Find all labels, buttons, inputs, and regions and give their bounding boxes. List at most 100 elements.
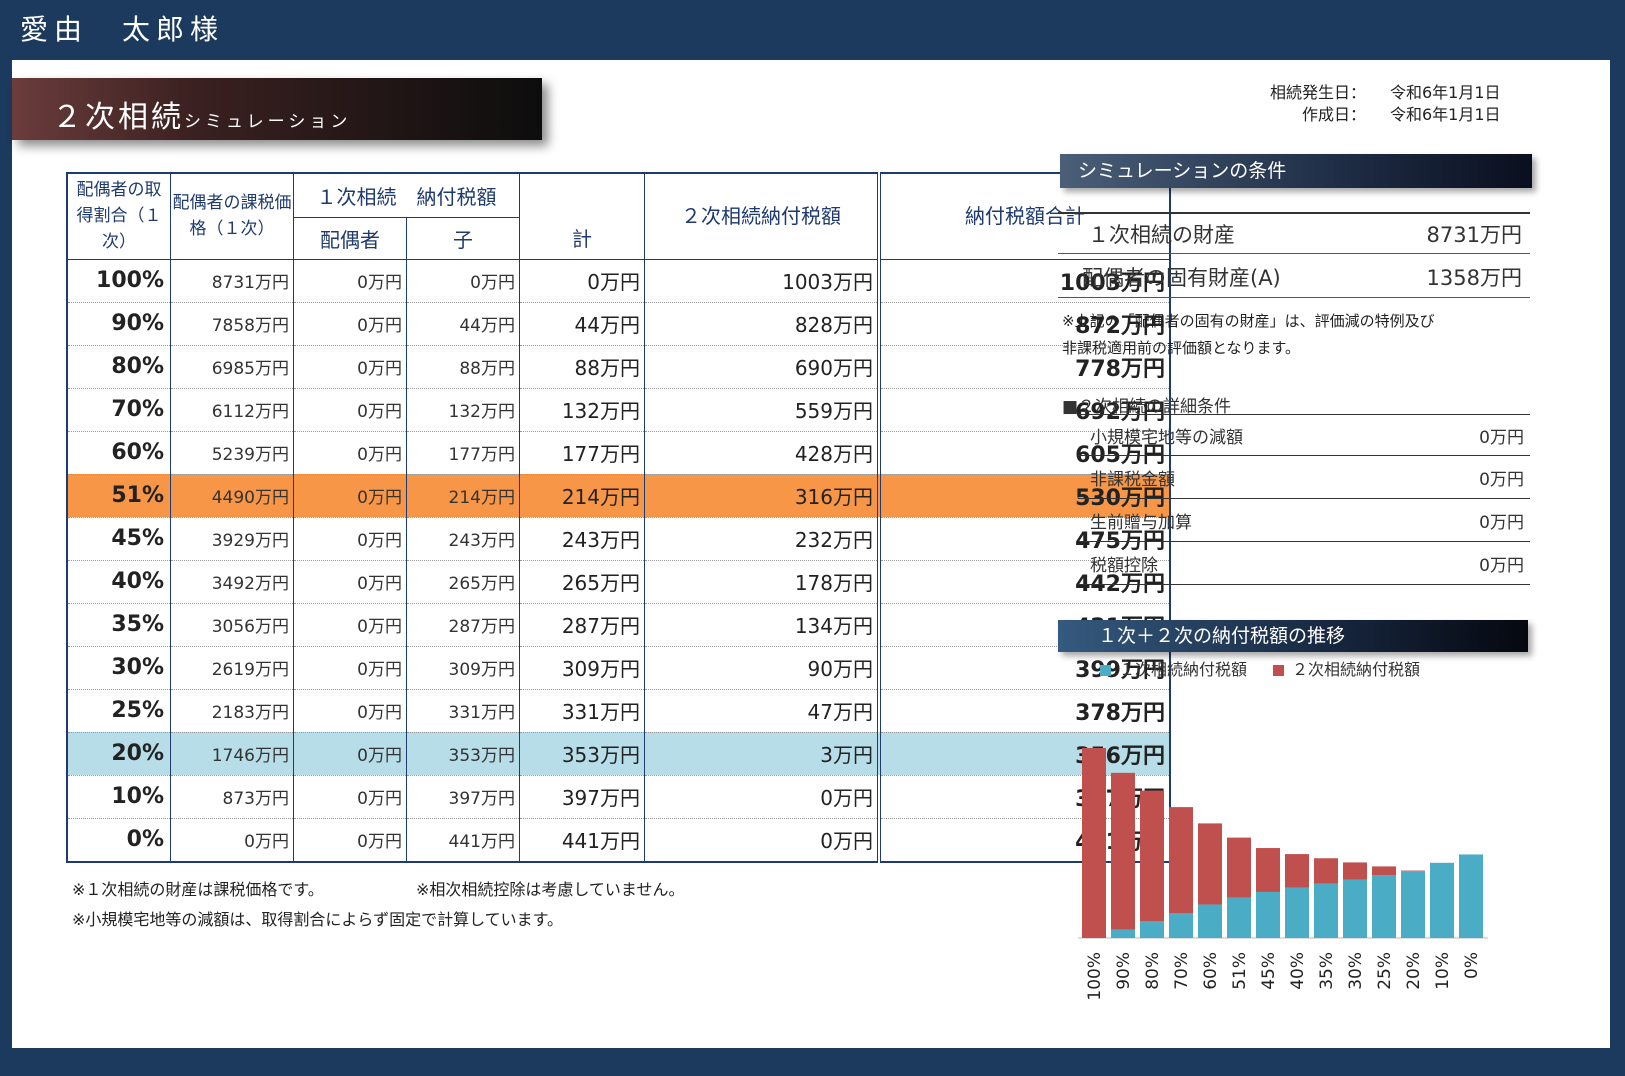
detail-label: 税額控除 — [1090, 556, 1158, 576]
spouse-tax-cell: 0万円 — [293, 775, 407, 819]
table-row: 45% 3929万円 0万円 243万円 243万円 232万円 475万円 — [66, 517, 1171, 561]
second-tax-cell: 0万円 — [644, 775, 880, 819]
ratio-cell: 30% — [66, 646, 171, 690]
x-tick-label: 100% — [1085, 952, 1105, 1001]
conditions-note-line1: ※上記の「配偶者の固有の財産」は、評価減の特例及び — [1062, 312, 1435, 330]
bar-first-tax — [1111, 929, 1135, 938]
x-tick-label: 10% — [1433, 952, 1453, 990]
x-tick-label: 70% — [1172, 952, 1192, 990]
bar-second-tax — [1285, 854, 1309, 888]
detail-label: 非課税金額 — [1090, 470, 1175, 490]
tax-trend-chart: 100% 90% 80% 70% 60% 51% 45% 40% 35% 30% 25% 20% 10%… — [1078, 748, 1488, 1001]
table-row: 60% 5239万円 0万円 177万円 177万円 428万円 605万円 — [66, 431, 1171, 475]
second-tax-cell: 428万円 — [644, 431, 880, 475]
conditions-title: シミュレーションの条件 — [1060, 154, 1532, 188]
spouse-own-value: 1358万円 — [1426, 265, 1522, 290]
x-tick-label: 60% — [1201, 952, 1221, 990]
page-title-main: ２次相続 — [52, 100, 184, 135]
chart-legend: １次相続納付税額 ２次相続納付税額 — [1100, 656, 1420, 680]
spouse-tax-cell: 0万円 — [293, 259, 407, 303]
conditions-note-line2: 非課税適用前の評価額となります。 — [1062, 339, 1301, 357]
tax-price-cell: 1746万円 — [170, 732, 294, 776]
header-ratio: 配偶者の取得割合（１次） — [66, 172, 171, 260]
spouse-tax-cell: 0万円 — [293, 302, 407, 346]
x-tick-label: 25% — [1375, 952, 1395, 990]
ratio-cell: 100% — [66, 259, 171, 303]
child-tax-cell: 353万円 — [406, 732, 520, 776]
bar-first-tax — [1430, 862, 1454, 938]
tax-price-cell: 7858万円 — [170, 302, 294, 346]
second-tax-cell: 178万円 — [644, 560, 880, 604]
second-tax-cell: 47万円 — [644, 689, 880, 733]
detail-label: 小規模宅地等の減額 — [1090, 427, 1243, 448]
child-tax-cell: 44万円 — [406, 302, 520, 346]
x-tick-label: 80% — [1143, 952, 1163, 990]
detail-value: 0万円 — [1479, 427, 1524, 448]
tax-price-cell: 8731万円 — [170, 259, 294, 303]
ratio-cell: 90% — [66, 302, 171, 346]
tax-price-cell: 2619万円 — [170, 646, 294, 690]
bar-first-tax — [1401, 871, 1425, 938]
ratio-cell: 51% — [66, 474, 171, 518]
bar-second-tax — [1169, 807, 1193, 913]
child-tax-cell: 132万円 — [406, 388, 520, 432]
bar-first-tax — [1314, 883, 1338, 938]
spouse-tax-cell: 0万円 — [293, 474, 407, 518]
header-second-tax: ２次相続納付税額 — [644, 172, 880, 260]
date-info: 相続発生日： 令和6年1月1日 作成日： 令和6年1月1日 — [1246, 82, 1510, 126]
child-tax-cell: 331万円 — [406, 689, 520, 733]
bar-second-tax — [1111, 772, 1135, 930]
first-total-cell: 132万円 — [519, 388, 645, 432]
ratio-cell: 10% — [66, 775, 171, 819]
spouse-tax-cell: 0万円 — [293, 732, 407, 776]
spouse-tax-cell: 0万円 — [293, 689, 407, 733]
spouse-tax-cell: 0万円 — [293, 431, 407, 475]
spouse-own-row: 配偶者の固有財産(A) 1358万円 — [1058, 256, 1530, 298]
second-tax-cell: 134万円 — [644, 603, 880, 647]
child-tax-cell: 309万円 — [406, 646, 520, 690]
grand-total-cell: 872万円 — [877, 302, 1171, 346]
title-banner: ２次相続シミュレーション — [12, 78, 542, 140]
spouse-tax-cell: 0万円 — [293, 517, 407, 561]
legend-label-second: ２次相続納付税額 — [1292, 660, 1421, 679]
grand-total-cell: 1003万円 — [877, 259, 1171, 303]
spouse-tax-cell: 0万円 — [293, 560, 407, 604]
bar-first-tax — [1459, 854, 1483, 938]
detail-row: 非課税金額 0万円 — [1078, 457, 1530, 499]
second-tax-cell: 316万円 — [644, 474, 880, 518]
header-spouse: 配偶者 — [293, 216, 407, 260]
tax-price-cell: 3056万円 — [170, 603, 294, 647]
child-tax-cell: 265万円 — [406, 560, 520, 604]
first-total-cell: 44万円 — [519, 302, 645, 346]
tax-price-cell: 3929万円 — [170, 517, 294, 561]
table-row: 100% 8731万円 0万円 0万円 0万円 1003万円 1003万円 — [66, 259, 1171, 303]
second-tax-cell: 90万円 — [644, 646, 880, 690]
tax-price-cell: 2183万円 — [170, 689, 294, 733]
ratio-cell: 70% — [66, 388, 171, 432]
x-tick-label: 35% — [1317, 952, 1337, 990]
x-tick-label: 45% — [1259, 952, 1279, 990]
customer-name: 愛由 太郎様 — [20, 13, 225, 46]
second-tax-cell: 1003万円 — [644, 259, 880, 303]
x-tick-label: 90% — [1114, 952, 1134, 990]
header-total: 計 — [519, 217, 645, 260]
inheritance-date-label: 相続発生日： — [1269, 83, 1366, 102]
footnote-3: ※小規模宅地等の減額は、取得割合によらず固定で計算しています。 — [72, 910, 564, 929]
second-tax-cell: 3万円 — [644, 732, 880, 776]
first-total-cell: 309万円 — [519, 646, 645, 690]
child-tax-cell: 441万円 — [406, 818, 520, 863]
conditions-note: ※上記の「配偶者の固有の財産」は、評価減の特例及び 非課税適用前の評価額となりま… — [1062, 308, 1435, 362]
first-estate-row: １次相続の財産 8731万円 — [1058, 212, 1530, 254]
second-tax-cell: 690万円 — [644, 345, 880, 389]
tax-price-cell: 4490万円 — [170, 474, 294, 518]
table-row: 90% 7858万円 0万円 44万円 44万円 828万円 872万円 — [66, 302, 1171, 346]
table-row: 51% 4490万円 0万円 214万円 214万円 316万円 530万円 — [66, 474, 1171, 518]
page-title-sub: シミュレーション — [184, 112, 352, 132]
child-tax-cell: 287万円 — [406, 603, 520, 647]
spouse-tax-cell: 0万円 — [293, 603, 407, 647]
first-estate-value: 8731万円 — [1426, 222, 1522, 247]
x-tick-label: 20% — [1404, 952, 1424, 990]
bar-second-tax — [1082, 748, 1106, 938]
tax-price-cell: 0万円 — [170, 818, 294, 863]
first-total-cell: 243万円 — [519, 517, 645, 561]
